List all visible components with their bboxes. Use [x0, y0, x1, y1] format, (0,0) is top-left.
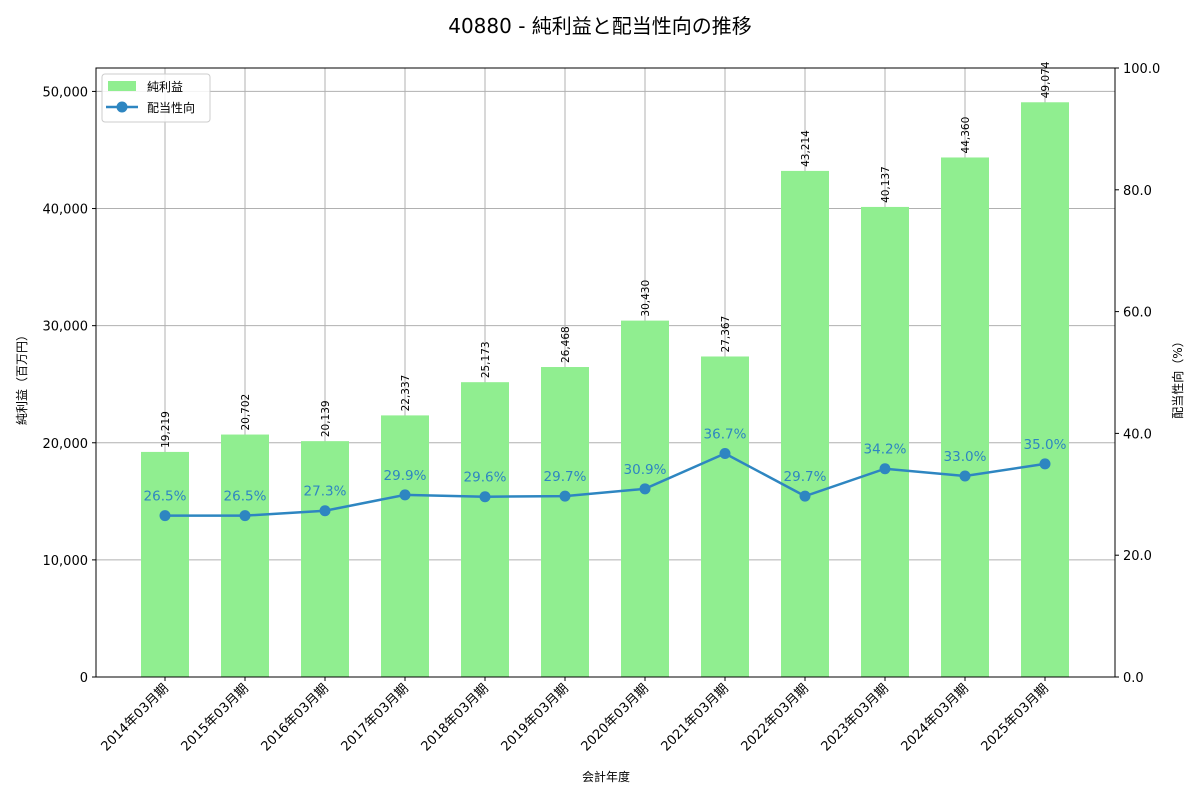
data-point-marker — [959, 470, 971, 482]
bar-value-label: 22,337 — [400, 375, 412, 412]
data-point-marker — [399, 489, 411, 501]
payout-ratio-label: 29.9% — [384, 468, 427, 484]
bar — [381, 415, 429, 677]
data-point-marker — [719, 447, 731, 459]
bar-value-label: 26,468 — [560, 326, 572, 363]
right-y-axis: 0.0 20.0 40.0 60.0 80.0 100.0 — [1115, 62, 1160, 686]
right-tick-label: 80.0 — [1123, 184, 1152, 199]
right-tick-label: 20.0 — [1123, 549, 1152, 564]
x-tick-label: 2016年03月期 — [259, 681, 332, 754]
x-tick-label: 2015年03月期 — [179, 681, 252, 754]
legend: 純利益 配当性向 — [101, 73, 211, 123]
plot-frame — [95, 67, 1116, 678]
data-point-marker — [1039, 458, 1051, 470]
payout-ratio-label: 30.9% — [624, 462, 667, 478]
legend-label-net-income: 純利益 — [147, 80, 183, 94]
right-y-axis-label: 配当性向（%） — [1170, 335, 1185, 418]
payout-ratio-label: 29.6% — [464, 470, 507, 486]
legend-label-payout-ratio: 配当性向 — [147, 100, 195, 115]
bar — [461, 382, 509, 677]
x-tick-label: 2018年03月期 — [419, 681, 492, 754]
left-tick-label: 10,000 — [43, 554, 89, 569]
payout-ratio-label: 29.7% — [784, 469, 827, 485]
left-tick-label: 20,000 — [43, 437, 89, 452]
payout-ratio-label: 33.0% — [944, 449, 987, 465]
bar-value-label: 44,360 — [960, 117, 972, 154]
bar — [141, 451, 189, 677]
bar-value-label: 20,139 — [320, 400, 332, 437]
bar-value-label: 30,430 — [640, 280, 652, 317]
data-point-marker — [239, 510, 251, 522]
bar-value-label: 27,367 — [720, 316, 732, 353]
data-point-marker — [159, 510, 171, 522]
x-tick-label: 2024年03月期 — [899, 681, 972, 754]
payout-ratio-label: 26.5% — [224, 489, 267, 505]
right-tick-label: 100.0 — [1123, 62, 1160, 77]
payout-ratio-label: 26.5% — [144, 489, 187, 505]
legend-bar-swatch-icon — [108, 81, 136, 91]
x-tick-label: 2020年03月期 — [579, 681, 652, 754]
data-point-marker — [639, 483, 651, 495]
bar — [941, 157, 989, 678]
x-tick-label: 2014年03月期 — [99, 681, 172, 754]
left-tick-label: 30,000 — [43, 320, 89, 335]
bar-value-label: 40,137 — [880, 166, 892, 203]
left-tick-label: 50,000 — [43, 85, 89, 100]
x-tick-label: 2023年03月期 — [819, 681, 892, 754]
payout-ratio-label: 29.7% — [544, 469, 587, 485]
bar — [701, 356, 749, 677]
left-y-axis-label: 純利益（百万円） — [15, 329, 29, 425]
bar-value-label: 20,702 — [240, 394, 252, 431]
bar — [621, 320, 669, 677]
right-tick-label: 60.0 — [1123, 306, 1152, 321]
data-point-marker — [799, 490, 811, 502]
line-series — [159, 447, 1051, 522]
left-y-axis: 0 10,000 20,000 30,000 40,000 50,000 — [43, 85, 96, 686]
bar-value-label: 49,074 — [1040, 61, 1052, 98]
bar-value-labels: 19,219 20,702 20,139 22,337 25,173 26,468 30,4… — [160, 61, 1052, 448]
bar-value-label: 25,173 — [480, 341, 492, 378]
x-tick-label: 2019年03月期 — [499, 681, 572, 754]
bar — [781, 170, 829, 677]
x-axis-label: 会計年度 — [582, 769, 630, 784]
data-point-marker — [559, 490, 571, 502]
bar — [1021, 102, 1069, 678]
line-value-labels: 26.5% 26.5% 27.3% 29.9% 29.6% 29.7% 30.9% 36.7%… — [144, 426, 1067, 504]
right-tick-label: 40.0 — [1123, 427, 1152, 442]
bar — [861, 206, 909, 678]
legend-marker-icon — [116, 101, 128, 113]
payout-ratio-line — [165, 452, 1046, 517]
payout-ratio-label: 27.3% — [304, 484, 347, 500]
bar — [541, 367, 589, 677]
data-point-marker — [319, 505, 331, 517]
bar — [301, 441, 349, 677]
bar — [221, 434, 269, 677]
x-tick-label: 2022年03月期 — [739, 681, 812, 754]
data-point-marker — [479, 491, 491, 503]
bar-value-label: 43,214 — [800, 130, 812, 167]
right-tick-label: 0.0 — [1123, 671, 1144, 686]
data-point-marker — [879, 463, 891, 475]
left-tick-label: 40,000 — [43, 203, 89, 218]
x-tick-label: 2017年03月期 — [339, 681, 412, 754]
bar-value-label: 19,219 — [160, 411, 172, 448]
payout-ratio-label: 35.0% — [1024, 437, 1067, 453]
x-tick-label: 2025年03月期 — [979, 681, 1052, 754]
payout-ratio-label: 36.7% — [704, 426, 747, 442]
left-tick-label: 0 — [80, 671, 88, 686]
chart-title: 40880 - 純利益と配当性向の推移 — [448, 14, 752, 38]
bar-series — [141, 102, 1069, 678]
x-tick-label: 2021年03月期 — [659, 681, 732, 754]
x-axis: 2014年03月期 2015年03月期 2016年03月期 2017年03月期 2018… — [99, 677, 1052, 755]
payout-ratio-label: 34.2% — [864, 442, 907, 458]
